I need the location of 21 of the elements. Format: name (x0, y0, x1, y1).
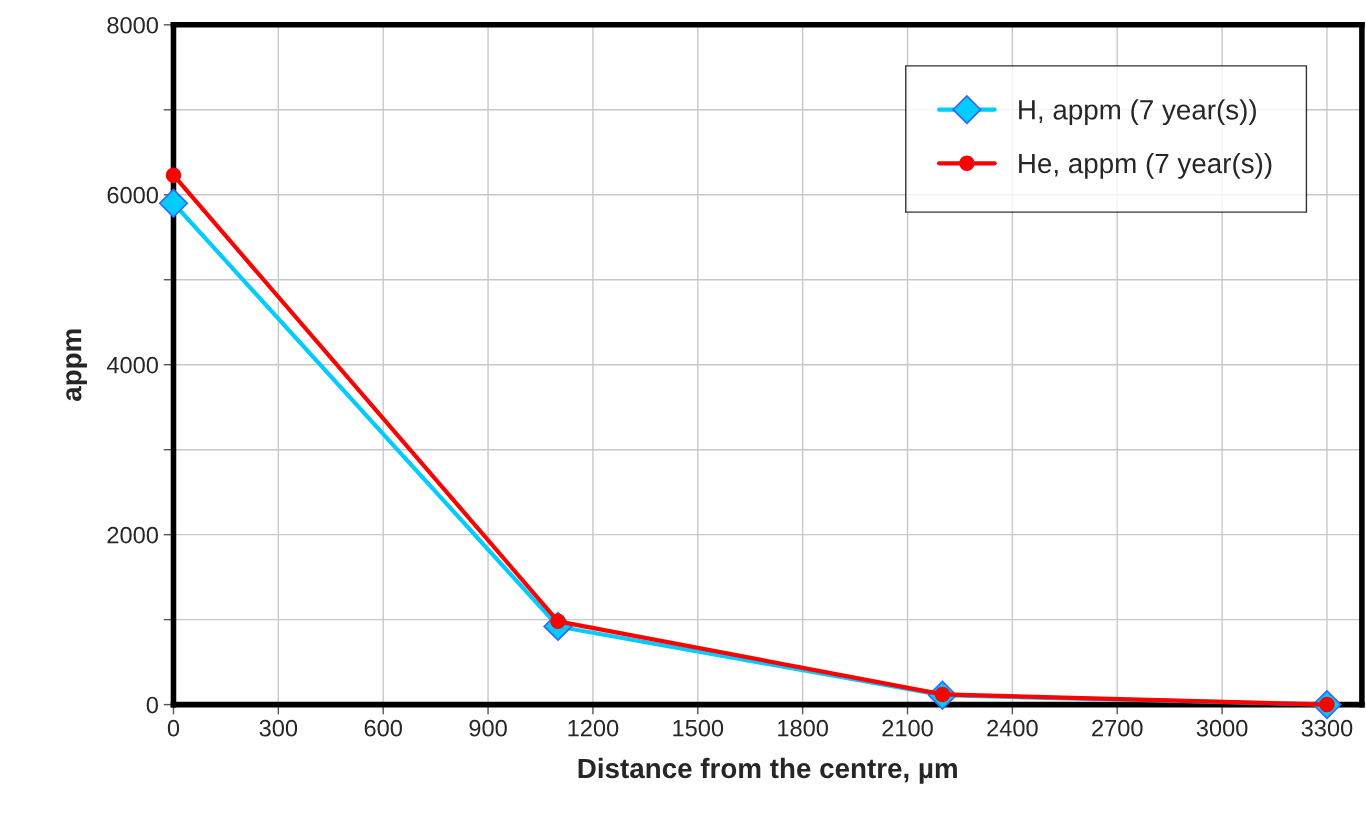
x-tick-label: 1500 (673, 719, 724, 737)
legend-label: H, appm (7 year(s)) (1019, 99, 1256, 126)
y-tick-label: 4000 (106, 356, 158, 374)
y-tick-label: 2000 (107, 526, 158, 544)
legend-label: He, appm (7 year(s)) (1019, 152, 1272, 179)
x-tick-label: 2400 (987, 719, 1038, 737)
x-tick-label: 3300 (1301, 719, 1353, 737)
y-axis-title: appm (66, 329, 87, 401)
y-tick-label: 8000 (107, 16, 158, 34)
x-tick-label: 300 (259, 719, 298, 737)
x-tick-label: 0 (167, 719, 180, 737)
y-tick-label: 6000 (107, 186, 158, 204)
x-tick-label: 600 (364, 719, 402, 737)
y-tick-label: 0 (146, 696, 158, 714)
x-tick-label: 900 (469, 719, 507, 737)
x-tick-label: 2700 (1092, 719, 1143, 737)
x-tick-label: 1800 (778, 719, 828, 737)
x-axis-title: Distance from the centre, µm (578, 757, 957, 784)
x-tick-label: 3000 (1196, 719, 1248, 737)
x-tick-label: 1200 (568, 719, 619, 737)
x-tick-label: 2100 (882, 719, 933, 737)
